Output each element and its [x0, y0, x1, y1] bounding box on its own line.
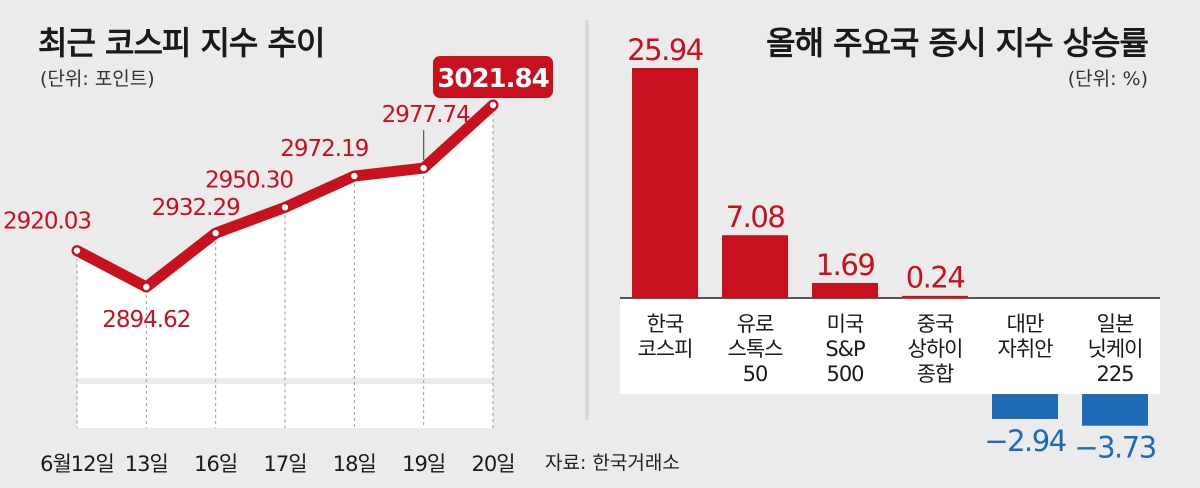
category-label: 중국 [917, 312, 954, 336]
data-label: 2920.03 [3, 209, 91, 235]
data-label: 2977.74 [382, 102, 470, 128]
x-tick-label: 17일 [263, 452, 306, 476]
bar-chart-unit: (단위: %) [1067, 68, 1148, 90]
data-label: 2932.29 [152, 195, 240, 221]
latest-value-badge [433, 56, 553, 98]
line-chart-unit: (단위: 포인트) [40, 68, 155, 90]
bar [812, 283, 878, 298]
data-point [489, 101, 497, 109]
index-growth-panel: 올해 주요국 증시 지수 상승률 (단위: %) 25.94 한국 코스피 7.08 유… [598, 0, 1200, 488]
bar [722, 235, 788, 298]
category-label: 자취안 [998, 337, 1054, 361]
data-point [212, 229, 219, 237]
category-label: 500 [826, 362, 863, 386]
x-tick-label: 6월12일 [40, 452, 114, 476]
category-label: 종합 [917, 362, 954, 386]
category-label: 닛케이 [1088, 337, 1143, 361]
category-label: 50 [743, 362, 768, 386]
data-point [420, 164, 427, 172]
source-note: 자료: 한국거래소 [545, 452, 680, 474]
bar-value-label: −2.94 [984, 424, 1065, 458]
data-label: 2950.30 [205, 167, 293, 193]
data-point [143, 283, 150, 291]
bar-chart-title: 올해 주요국 증시 지수 상승률 [766, 24, 1149, 62]
x-tick-label: 18일 [333, 452, 376, 476]
category-label: 유로 [737, 312, 774, 336]
kospi-trend-panel: 최근 코스피 지수 추이 (단위: 포인트) 2920.03 2894.62 293… [0, 0, 590, 488]
category-label: 코스피 [638, 337, 693, 361]
x-tick-label: 19일 [402, 452, 445, 476]
bar-value-label: 7.08 [726, 200, 785, 234]
bar-value-label: −3.73 [1074, 431, 1155, 465]
bar-value-label: 1.69 [816, 248, 875, 282]
latest-value-label: 3021.84 [437, 64, 548, 94]
category-panel [620, 298, 1160, 394]
bar [992, 394, 1058, 419]
data-label: 2972.19 [280, 136, 368, 162]
x-tick-label: 16일 [194, 452, 237, 476]
data-point [281, 204, 289, 211]
category-label: 상하이 [908, 337, 963, 361]
data-point [73, 247, 81, 254]
bar [902, 295, 968, 299]
line-chart-title: 최근 코스피 지수 추이 [38, 24, 325, 62]
bar-value-label: 0.24 [906, 261, 965, 295]
bar [632, 68, 698, 298]
x-tick-label: 13일 [125, 452, 168, 476]
category-label: S&P [825, 337, 865, 361]
category-label: 일본 [1097, 312, 1134, 336]
category-label: 225 [1096, 362, 1133, 386]
data-point [351, 172, 358, 180]
bar-value-label: 25.94 [627, 33, 703, 67]
category-label: 한국 [647, 312, 684, 336]
data-label: 2894.62 [102, 307, 190, 333]
bar [1082, 394, 1148, 426]
panel-divider [585, 20, 589, 420]
x-tick-label: 20일 [471, 452, 514, 476]
category-label: 스톡스 [728, 337, 784, 361]
category-label: 미국 [827, 312, 864, 336]
category-label: 대만 [1007, 312, 1044, 336]
